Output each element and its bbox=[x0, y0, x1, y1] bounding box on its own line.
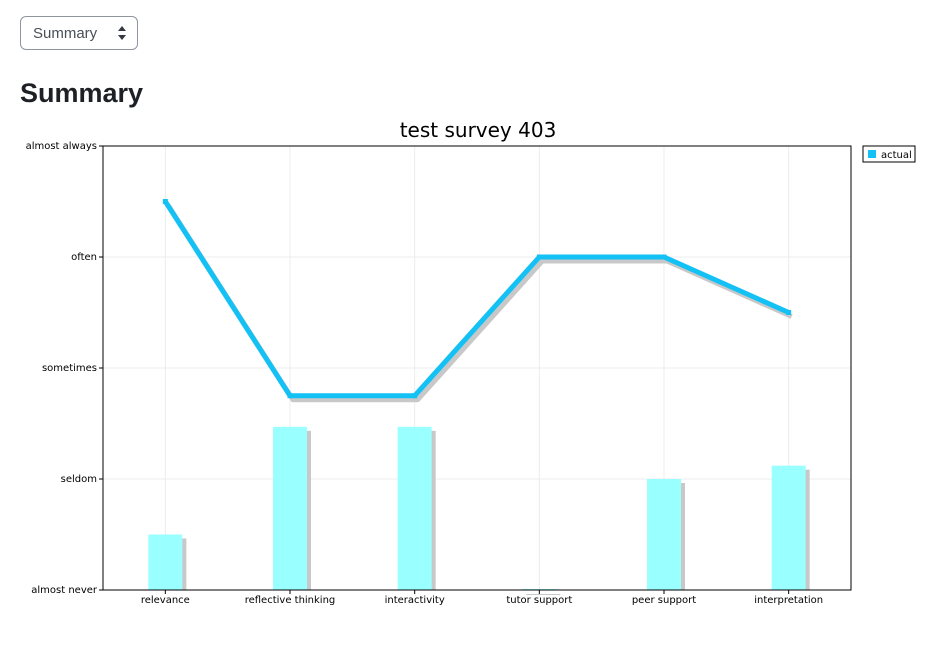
x-tick-label: peer support bbox=[632, 595, 696, 606]
line-point bbox=[287, 393, 293, 399]
bar bbox=[397, 426, 432, 590]
x-tick-label: interactivity bbox=[385, 595, 445, 606]
bar bbox=[771, 465, 806, 590]
y-tick-label: almost never bbox=[31, 585, 98, 596]
x-tick-label: reflective thinking bbox=[245, 595, 336, 606]
bar bbox=[148, 534, 183, 590]
line-point bbox=[162, 199, 168, 204]
y-tick-label: sometimes bbox=[42, 363, 97, 374]
line-point bbox=[661, 254, 667, 260]
y-tick-label: often bbox=[71, 252, 97, 263]
y-tick-label: almost always bbox=[26, 141, 97, 152]
y-tick-label: seldom bbox=[61, 474, 97, 485]
line-point bbox=[786, 310, 792, 315]
x-tick-label: relevance bbox=[141, 595, 190, 606]
chart-legend: actual bbox=[862, 145, 916, 163]
legend-label: actual bbox=[881, 150, 912, 161]
series-line bbox=[163, 200, 790, 399]
chart-title: test survey 403 bbox=[400, 118, 557, 142]
view-select-value: Summary bbox=[33, 24, 98, 42]
legend-swatch bbox=[868, 150, 876, 158]
bar bbox=[647, 479, 681, 590]
bar bbox=[273, 426, 307, 590]
bar-shadow bbox=[526, 594, 561, 595]
select-arrows-icon bbox=[118, 26, 126, 40]
view-select[interactable]: Summary bbox=[20, 16, 138, 50]
line-point bbox=[412, 393, 418, 399]
line-point bbox=[536, 254, 542, 260]
x-tick-label: interpretation bbox=[754, 595, 823, 606]
plot-border bbox=[102, 145, 852, 591]
x-tick-label: tutor support bbox=[506, 595, 572, 606]
page-title: Summary bbox=[20, 78, 144, 108]
